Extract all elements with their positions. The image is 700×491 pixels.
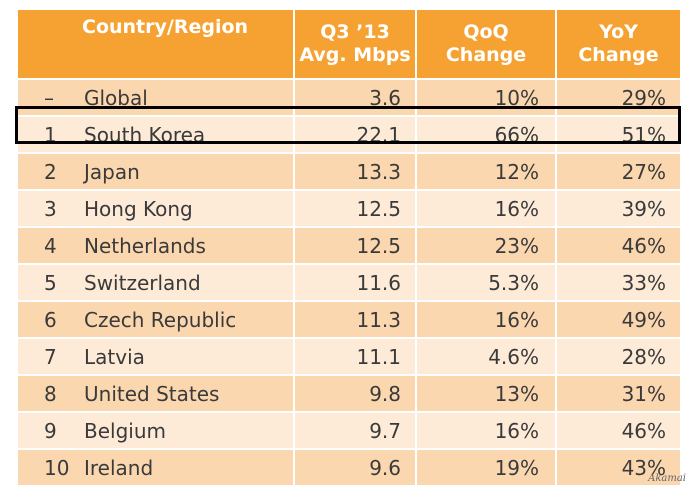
rank-cell: 9	[18, 411, 78, 449]
header-country-region-label: Country/Region	[82, 16, 249, 38]
table-row: 2 Japan 13.3 12% 27%	[18, 152, 681, 190]
country-cell: Belgium	[78, 411, 295, 449]
rank-cell: 1	[18, 115, 78, 153]
country-cell: United States	[78, 374, 295, 412]
table-row: 6 Czech Republic 11.3 16% 49%	[18, 300, 681, 338]
header-avg-mbps: Q3 ’13 Avg. Mbps	[293, 10, 417, 79]
header-qoq-line2: Change	[445, 44, 527, 66]
yoy-cell: 49%	[555, 300, 681, 338]
table-row: 10 Ireland 9.6 19% 43%	[18, 448, 681, 485]
rank-cell: 5	[18, 263, 78, 301]
avg-mbps-cell: 9.7	[293, 411, 417, 449]
table-row: – Global 3.6 10% 29%	[18, 78, 681, 116]
yoy-cell: 28%	[555, 337, 681, 375]
yoy-cell: 51%	[555, 115, 681, 153]
avg-mbps-cell: 12.5	[293, 226, 417, 264]
speed-table: Country/Region Q3 ’13 Avg. Mbps QoQ Chan…	[18, 10, 681, 485]
table-row: 9 Belgium 9.7 16% 46%	[18, 411, 681, 449]
table-row: 3 Hong Kong 12.5 16% 39%	[18, 189, 681, 227]
qoq-cell: 66%	[415, 115, 557, 153]
speed-table-container: Country/Region Q3 ’13 Avg. Mbps QoQ Chan…	[18, 10, 681, 485]
qoq-cell: 16%	[415, 300, 557, 338]
rank-cell: –	[18, 78, 78, 116]
yoy-cell: 27%	[555, 152, 681, 190]
qoq-cell: 10%	[415, 78, 557, 116]
country-cell: Global	[78, 78, 295, 116]
rank-cell: 3	[18, 189, 78, 227]
yoy-cell: 46%	[555, 411, 681, 449]
rank-cell: 10	[18, 448, 78, 485]
yoy-cell: 31%	[555, 374, 681, 412]
country-cell: Hong Kong	[78, 189, 295, 227]
yoy-cell: 39%	[555, 189, 681, 227]
yoy-cell: 29%	[555, 78, 681, 116]
avg-mbps-cell: 9.8	[293, 374, 417, 412]
qoq-cell: 23%	[415, 226, 557, 264]
country-cell: Ireland	[78, 448, 295, 485]
qoq-cell: 16%	[415, 189, 557, 227]
header-country-region: Country/Region	[18, 10, 295, 79]
yoy-cell: 33%	[555, 263, 681, 301]
qoq-cell: 4.6%	[415, 337, 557, 375]
avg-mbps-cell: 11.3	[293, 300, 417, 338]
header-avg-line1: Q3 ’13	[320, 21, 390, 43]
header-qoq-change: QoQ Change	[415, 10, 557, 79]
qoq-cell: 13%	[415, 374, 557, 412]
table-row: 8 United States 9.8 13% 31%	[18, 374, 681, 412]
rank-cell: 8	[18, 374, 78, 412]
country-cell: South Korea	[78, 115, 295, 153]
country-cell: Latvia	[78, 337, 295, 375]
rank-cell: 7	[18, 337, 78, 375]
table-row: 4 Netherlands 12.5 23% 46%	[18, 226, 681, 264]
country-cell: Switzerland	[78, 263, 295, 301]
country-cell: Japan	[78, 152, 295, 190]
yoy-cell: 46%	[555, 226, 681, 264]
qoq-cell: 16%	[415, 411, 557, 449]
avg-mbps-cell: 11.1	[293, 337, 417, 375]
header-yoy-line2: Change	[578, 44, 659, 66]
rank-cell: 2	[18, 152, 78, 190]
country-cell: Netherlands	[78, 226, 295, 264]
table-row-highlighted: 1 South Korea 22.1 66% 51%	[18, 115, 681, 153]
avg-mbps-cell: 22.1	[293, 115, 417, 153]
qoq-cell: 19%	[415, 448, 557, 485]
country-cell: Czech Republic	[78, 300, 295, 338]
source-credit: Akamai	[648, 473, 686, 484]
table-row: 7 Latvia 11.1 4.6% 28%	[18, 337, 681, 375]
avg-mbps-cell: 12.5	[293, 189, 417, 227]
avg-mbps-cell: 13.3	[293, 152, 417, 190]
qoq-cell: 5.3%	[415, 263, 557, 301]
qoq-cell: 12%	[415, 152, 557, 190]
avg-mbps-cell: 11.6	[293, 263, 417, 301]
table-row: 5 Switzerland 11.6 5.3% 33%	[18, 263, 681, 301]
header-qoq-line1: QoQ	[463, 21, 509, 43]
rank-cell: 4	[18, 226, 78, 264]
header-yoy-line1: YoY	[599, 21, 638, 43]
table-header-row: Country/Region Q3 ’13 Avg. Mbps QoQ Chan…	[18, 10, 681, 79]
rank-cell: 6	[18, 300, 78, 338]
avg-mbps-cell: 9.6	[293, 448, 417, 485]
avg-mbps-cell: 3.6	[293, 78, 417, 116]
header-yoy-change: YoY Change	[555, 10, 681, 79]
yoy-cell: 43%	[555, 448, 681, 485]
header-avg-line2: Avg. Mbps	[299, 44, 411, 66]
